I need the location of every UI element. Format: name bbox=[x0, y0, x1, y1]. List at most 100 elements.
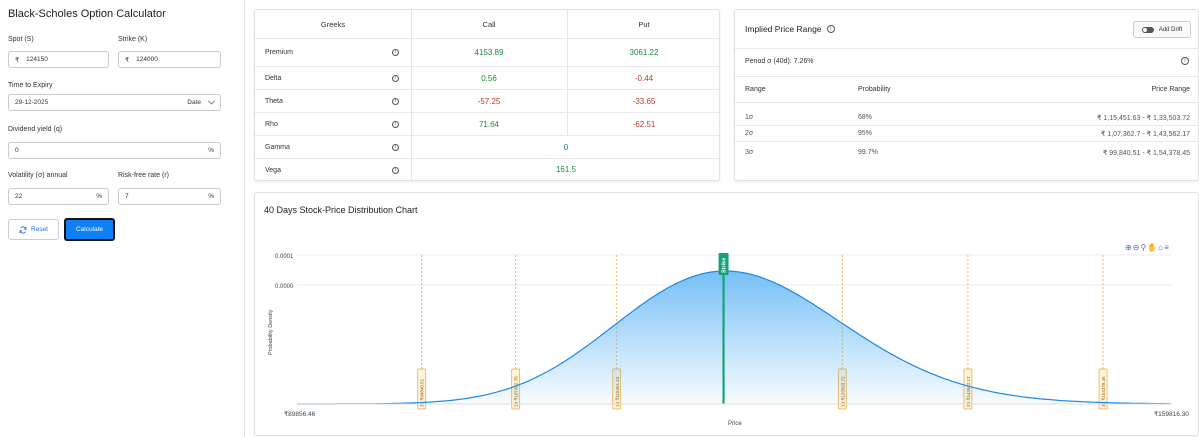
row-divider bbox=[255, 135, 719, 136]
add-drift-toggle[interactable]: Add Drift bbox=[1133, 21, 1191, 38]
range-cell: 2σ bbox=[745, 130, 754, 137]
info-icon[interactable]: i bbox=[392, 98, 399, 105]
theta-call-value: -57.25 bbox=[477, 97, 501, 106]
info-icon[interactable]: i bbox=[1181, 57, 1189, 65]
delta-put-value: -0.44 bbox=[634, 74, 654, 83]
implied-range-title: Implied Price Range i bbox=[745, 24, 835, 34]
period-sigma: Period σ (40d): 7.26% bbox=[745, 58, 814, 65]
riskfree-label: Risk-free rate (r) bbox=[118, 172, 169, 179]
implied-range-card: Implied Price Range i Add Drift Period σ… bbox=[734, 9, 1199, 181]
row-divider bbox=[735, 125, 1198, 126]
price-range-cell: ₹ 1,15,451.63 - ₹ 1,33,503.72 bbox=[1097, 115, 1190, 122]
info-icon[interactable]: i bbox=[392, 49, 399, 56]
spot-value: 124150 bbox=[26, 56, 48, 63]
rupee-prefix: ₹ bbox=[125, 56, 130, 64]
rho-put-value: -62.51 bbox=[632, 120, 656, 129]
delta-call-value: 0.56 bbox=[481, 74, 497, 83]
density-curve bbox=[297, 270, 1171, 405]
probability-header: Probability bbox=[858, 86, 891, 93]
info-icon[interactable]: i bbox=[392, 144, 399, 151]
strike-label-box bbox=[718, 253, 729, 275]
sigma-label: 3σ ₹154378.45 bbox=[1101, 376, 1106, 407]
info-icon[interactable]: i bbox=[392, 75, 399, 82]
range-cell: 1σ bbox=[745, 114, 754, 121]
chart-toolbar: ⊕⊖⚲✋⌂≡ bbox=[1125, 243, 1170, 252]
pan-hand-icon[interactable]: ✋ bbox=[1147, 243, 1159, 252]
dividend-label: Dividend yield (q) bbox=[8, 126, 63, 133]
expiry-label: Time to Expiry bbox=[8, 82, 53, 89]
info-icon[interactable]: i bbox=[392, 167, 399, 174]
column-divider bbox=[411, 10, 412, 135]
rupee-prefix: ₹ bbox=[15, 56, 20, 64]
sigma-label: 3σ ₹99840.51 bbox=[420, 378, 425, 407]
chart-title: 40 Days Stock-Price Distribution Chart bbox=[264, 205, 418, 215]
expiry-value: 29-12-2025 bbox=[15, 99, 49, 106]
greek-name: Rho bbox=[265, 121, 278, 128]
row-divider bbox=[255, 112, 719, 113]
reset-button[interactable]: Reset bbox=[8, 219, 59, 240]
premium-put-value: 3061.22 bbox=[629, 48, 659, 57]
price-range-cell: ₹ 1,07,362.7 - ₹ 1,43,562.17 bbox=[1100, 131, 1190, 138]
strike-label: Strike (K) bbox=[118, 36, 148, 43]
zoom-out-icon[interactable]: ⊖ bbox=[1132, 243, 1141, 252]
chart-axes: 0.0001 0.0000 Probability Density ₹89856.46… bbox=[268, 254, 1189, 427]
density-area bbox=[297, 271, 1171, 404]
dividend-field[interactable]: 0 % bbox=[8, 142, 221, 159]
put-header: Put bbox=[638, 19, 650, 29]
volatility-label: Volatility (σ) annual bbox=[8, 172, 68, 179]
expiry-field[interactable]: 29-12-2025 Date bbox=[8, 94, 221, 111]
add-drift-label: Add Drift bbox=[1158, 26, 1183, 33]
calculate-button[interactable]: Calculate bbox=[64, 218, 115, 241]
percent-suffix: % bbox=[96, 193, 102, 200]
row-divider bbox=[255, 66, 719, 67]
probability-cell: 95% bbox=[858, 130, 873, 137]
percent-suffix: % bbox=[208, 147, 214, 154]
riskfree-field[interactable]: 7 % bbox=[118, 188, 221, 205]
toggle-switch-icon bbox=[1141, 26, 1154, 33]
row-divider bbox=[735, 76, 1198, 77]
greeks-table: Greeks Call Put Premium i 4153.89 3061.2… bbox=[254, 9, 720, 182]
column-divider bbox=[567, 10, 568, 135]
magnifier-icon[interactable]: ⚲ bbox=[1140, 243, 1148, 252]
strike-field[interactable]: ₹ 124000 bbox=[118, 51, 221, 68]
row-divider bbox=[255, 38, 719, 39]
gamma-value: 0 bbox=[563, 143, 569, 152]
implied-range-title-text: Implied Price Range bbox=[745, 24, 822, 34]
x-tick-label: ₹89856.46 bbox=[284, 410, 316, 418]
spot-label: Spot (S) bbox=[8, 36, 34, 43]
volatility-field[interactable]: 22 % bbox=[8, 188, 109, 205]
x-tick-label: ₹159816.30 bbox=[1154, 410, 1189, 418]
greek-name: Vega bbox=[265, 167, 281, 174]
strike-marker: Strike bbox=[718, 253, 729, 404]
greek-name: Premium bbox=[265, 49, 294, 56]
price-range-header: Price Range bbox=[1151, 86, 1190, 93]
row-divider bbox=[255, 89, 719, 90]
info-icon[interactable]: i bbox=[826, 25, 835, 33]
theta-put-value: -33.65 bbox=[632, 97, 656, 106]
range-cell: 3σ bbox=[745, 149, 754, 156]
greek-name: Gamma bbox=[265, 144, 290, 151]
dividend-value: 0 bbox=[15, 147, 19, 154]
strike-label: Strike bbox=[722, 258, 728, 273]
y-tick-label: 0.0000 bbox=[275, 284, 294, 290]
range-header: Range bbox=[745, 86, 766, 93]
zoom-in-icon[interactable]: ⊕ bbox=[1125, 243, 1133, 252]
reset-label: Reset bbox=[31, 226, 48, 233]
info-icon[interactable]: i bbox=[392, 121, 399, 128]
home-icon[interactable]: ⌂ bbox=[1158, 243, 1165, 252]
probability-cell: 68% bbox=[858, 114, 873, 121]
row-divider bbox=[735, 48, 1198, 49]
vega-value: 161.5 bbox=[555, 165, 577, 174]
spot-field[interactable]: ₹ 124150 bbox=[8, 51, 109, 68]
sigma-label-box bbox=[417, 368, 427, 410]
calculator-panel: Black-Scholes Option Calculator Spot (S)… bbox=[0, 0, 245, 437]
call-header: Call bbox=[482, 19, 496, 29]
y-axis-label: Probability Density bbox=[268, 309, 274, 355]
rho-call-value: 71.64 bbox=[478, 120, 500, 129]
chevron-down-icon bbox=[207, 97, 216, 105]
expiry-mode-select[interactable]: Date bbox=[187, 99, 201, 106]
row-divider bbox=[255, 158, 719, 159]
menu-icon[interactable]: ≡ bbox=[1164, 243, 1170, 252]
row-divider bbox=[735, 102, 1198, 103]
row-divider bbox=[735, 141, 1198, 142]
